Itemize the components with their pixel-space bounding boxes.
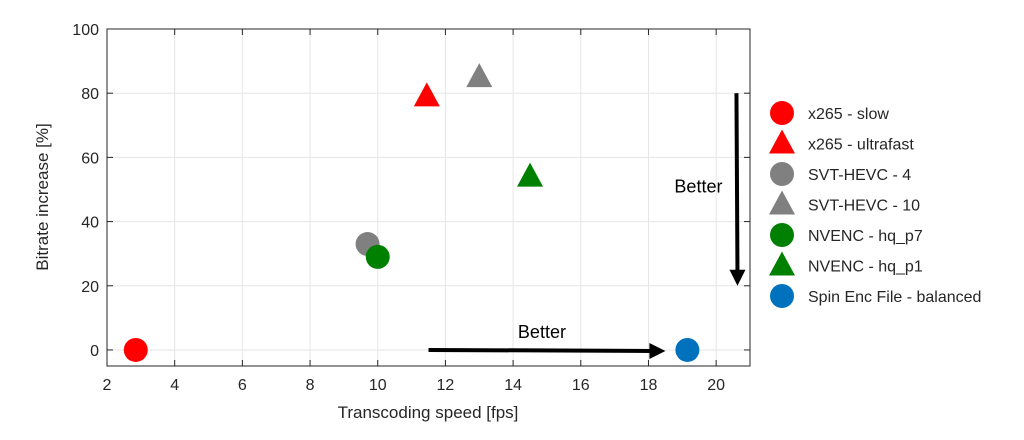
annotation-better-horizontal: Better	[518, 322, 566, 342]
plot-frame	[106, 28, 751, 367]
legend-marker	[770, 101, 794, 125]
y-tick-label: 100	[72, 22, 99, 39]
legend-label: SVT-HEVC - 10	[808, 198, 920, 215]
x-tick-label: 4	[170, 377, 179, 394]
annotation-better-vertical: Better	[674, 176, 722, 196]
x-tick-label: 8	[306, 377, 315, 394]
x-tick-label: 18	[640, 377, 658, 394]
data-point	[123, 337, 148, 362]
axes: 2 4 6 8 10 12 14 16 18 20 0 20 40 60 80 100	[72, 22, 751, 394]
legend-label: NVENC - hq_p1	[808, 259, 923, 276]
x-tick-label: 2	[103, 377, 112, 394]
x-tick-label: 6	[238, 377, 247, 394]
x-tick-label: 12	[437, 377, 455, 394]
legend-marker	[770, 223, 794, 247]
data-points	[123, 63, 700, 362]
legend-label: x265 - ultrafast	[808, 137, 914, 154]
data-point	[365, 244, 390, 269]
arrow-right-head	[649, 342, 666, 359]
data-point	[413, 82, 440, 107]
y-tick-label: 60	[81, 150, 99, 167]
legend-marker	[769, 129, 795, 154]
legend: x265 - slow x265 - ultrafast SVT-HEVC - 4 S…	[769, 101, 981, 308]
y-tick-label: 20	[81, 279, 99, 296]
arrow-right	[428, 347, 652, 353]
y-tick-label: 40	[81, 215, 99, 232]
y-axis-label: Bitrate increase [%]	[33, 123, 52, 270]
legend-marker	[770, 162, 794, 186]
legend-marker	[769, 251, 795, 276]
x-axis-label: Transcoding speed [fps]	[338, 403, 519, 422]
data-point	[517, 162, 544, 187]
arrow-down-head	[729, 269, 746, 286]
x-tick-label: 10	[369, 377, 387, 394]
annotations: Better Better	[428, 93, 746, 359]
legend-marker	[769, 190, 795, 215]
legend-label: x265 - slow	[808, 106, 889, 123]
arrow-down	[734, 93, 740, 272]
x-tick-label: 14	[504, 377, 522, 394]
data-point	[466, 63, 493, 88]
legend-label: Spin Enc File - balanced	[808, 289, 981, 306]
legend-marker	[770, 284, 794, 308]
x-tick-label: 16	[572, 377, 590, 394]
legend-label: SVT-HEVC - 4	[808, 167, 911, 184]
grid	[106, 28, 750, 366]
y-tick-label: 80	[81, 86, 99, 103]
y-tick-label: 0	[90, 343, 99, 360]
x-tick-label: 20	[707, 377, 725, 394]
legend-label: NVENC - hq_p7	[808, 228, 923, 245]
data-point	[675, 337, 700, 362]
